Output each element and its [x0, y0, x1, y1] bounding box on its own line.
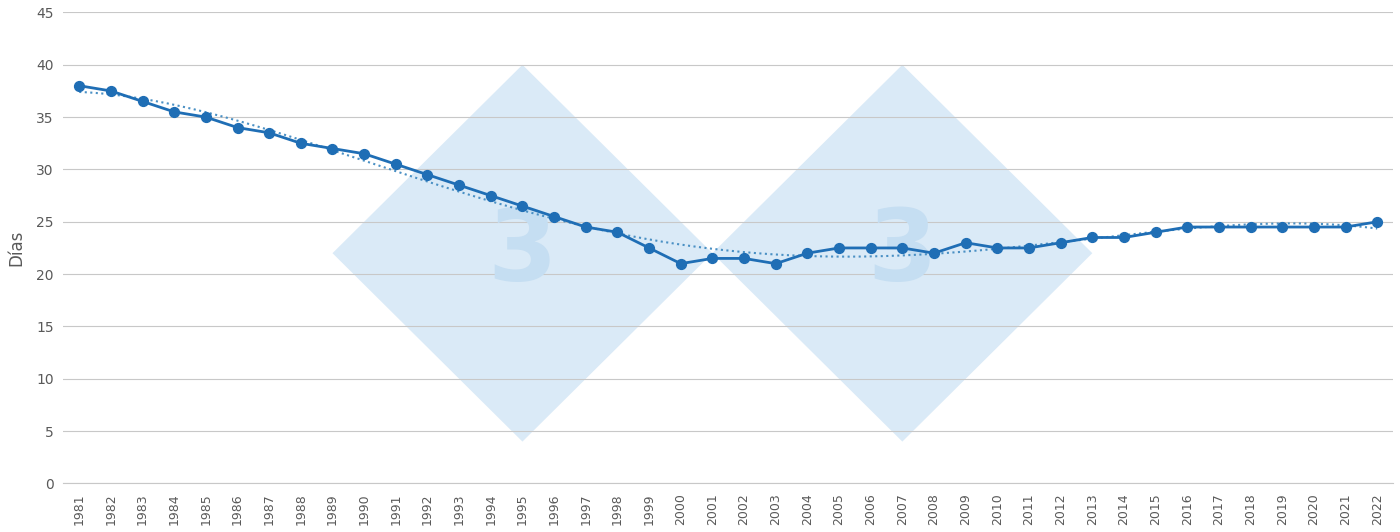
- Point: [638, 244, 661, 252]
- Point: [1113, 233, 1135, 242]
- Point: [1144, 228, 1166, 237]
- Point: [99, 87, 122, 95]
- Point: [764, 260, 787, 268]
- Point: [227, 123, 249, 132]
- Point: [860, 244, 882, 252]
- Y-axis label: Días: Días: [7, 230, 25, 266]
- Point: [1366, 218, 1389, 226]
- Point: [353, 149, 375, 158]
- Point: [797, 249, 819, 257]
- Point: [732, 254, 755, 263]
- Point: [511, 202, 533, 210]
- Point: [385, 160, 407, 169]
- Point: [1050, 238, 1072, 247]
- Point: [162, 107, 185, 116]
- Point: [827, 244, 850, 252]
- Text: 3: 3: [487, 205, 557, 302]
- Text: 3: 3: [868, 205, 937, 302]
- Point: [669, 260, 692, 268]
- Point: [1208, 223, 1231, 231]
- Point: [955, 238, 977, 247]
- Point: [986, 244, 1008, 252]
- Polygon shape: [332, 65, 713, 442]
- Point: [416, 170, 438, 179]
- Point: [321, 144, 343, 153]
- Point: [69, 81, 91, 90]
- Point: [923, 249, 945, 257]
- Point: [574, 223, 596, 231]
- Point: [290, 139, 312, 147]
- Point: [132, 97, 154, 106]
- Point: [1303, 223, 1326, 231]
- Point: [258, 129, 280, 137]
- Point: [1081, 233, 1103, 242]
- Point: [1334, 223, 1357, 231]
- Point: [480, 192, 503, 200]
- Point: [1018, 244, 1040, 252]
- Polygon shape: [713, 65, 1092, 442]
- Point: [1271, 223, 1294, 231]
- Point: [606, 228, 629, 237]
- Point: [543, 212, 566, 221]
- Point: [195, 113, 217, 121]
- Point: [1239, 223, 1261, 231]
- Point: [701, 254, 724, 263]
- Point: [892, 244, 914, 252]
- Point: [1176, 223, 1198, 231]
- Point: [448, 181, 470, 189]
